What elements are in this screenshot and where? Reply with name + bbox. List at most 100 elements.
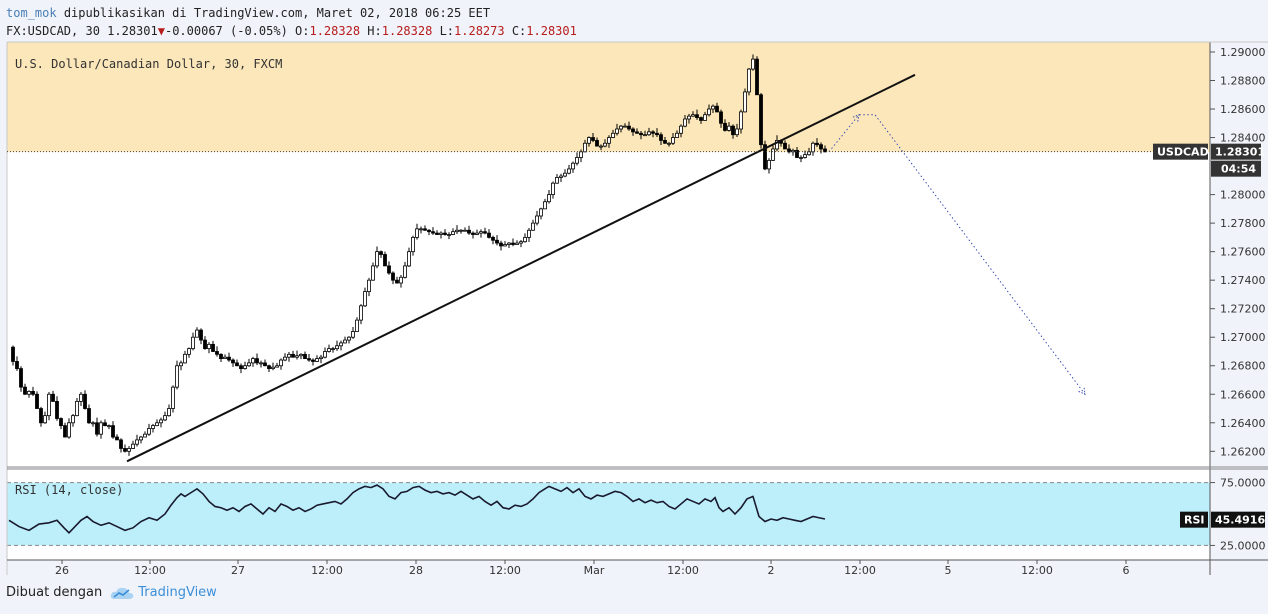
time-tick-label: 12:00	[489, 564, 521, 577]
candle	[163, 411, 167, 422]
candle	[467, 225, 471, 235]
time-tick-label: 28	[409, 564, 423, 577]
candle	[475, 229, 479, 236]
tradingview-brand: TradingView	[138, 585, 217, 600]
rsi-last-tag: RSI 45.4916	[1180, 511, 1265, 528]
candle	[471, 231, 475, 239]
candle	[599, 144, 603, 151]
candle	[743, 88, 747, 113]
candle	[123, 444, 127, 453]
candle	[299, 353, 303, 360]
candle	[235, 359, 239, 367]
candle	[143, 431, 147, 438]
candle	[211, 340, 215, 353]
candle	[567, 164, 571, 175]
candle	[247, 358, 251, 367]
candle	[251, 356, 255, 367]
candle	[623, 123, 627, 128]
candle	[139, 435, 143, 444]
candle	[243, 361, 247, 370]
candle	[283, 353, 287, 362]
candle	[499, 240, 503, 251]
rsi-last-value: 45.4916	[1215, 514, 1265, 527]
candle	[503, 241, 507, 247]
rsi-tick-label: 75.0000	[1220, 477, 1266, 490]
candle	[439, 231, 443, 239]
candle	[683, 115, 687, 128]
symbol-label: FX:USDCAD, 30	[6, 24, 100, 38]
time-tick-label: 26	[55, 564, 69, 577]
candle	[159, 417, 163, 428]
candle	[575, 152, 579, 166]
candle	[403, 261, 407, 279]
candle	[239, 363, 243, 374]
candle	[23, 383, 27, 395]
last-price-tag: USDCAD 1.28301 04:54	[1153, 143, 1265, 177]
price-tick-label: 1.29000	[1220, 46, 1266, 59]
candle	[151, 423, 155, 433]
candle	[595, 137, 599, 147]
time-tick-label: 12:00	[134, 564, 166, 577]
candle	[767, 158, 771, 174]
candle	[379, 250, 383, 258]
candle	[731, 124, 735, 139]
candle	[287, 352, 291, 362]
last-price-value-tag: 1.28301	[1215, 146, 1265, 159]
candle	[63, 422, 67, 438]
candle	[535, 210, 539, 226]
candle	[231, 358, 235, 367]
candle	[111, 421, 115, 439]
candle	[59, 417, 63, 430]
candle	[187, 347, 191, 358]
candle	[71, 413, 75, 427]
publish-header: tom_mok dipublikasikan di TradingView.co…	[6, 6, 490, 20]
candle	[563, 169, 567, 178]
trendline[interactable]	[126, 73, 916, 463]
candle	[91, 421, 95, 427]
tradingview-link[interactable]: TradingView	[110, 585, 217, 600]
rsi-tick-label: 25.0000	[1220, 539, 1266, 552]
candle	[391, 271, 395, 285]
candle	[763, 140, 767, 171]
low-value: 1.28273	[454, 24, 505, 38]
candle	[607, 135, 611, 148]
countdown-tag: 04:54	[1221, 163, 1256, 176]
candle	[719, 109, 723, 128]
candle	[447, 232, 451, 240]
candle	[319, 354, 323, 364]
candle	[707, 104, 711, 117]
candle	[751, 54, 755, 71]
open-label: O:	[295, 24, 310, 38]
candle	[107, 424, 111, 430]
time-tick-label: 12:00	[667, 564, 699, 577]
candle	[583, 139, 587, 153]
close-value: 1.28301	[526, 24, 577, 38]
tradingview-cloud-icon	[111, 587, 134, 599]
candle	[223, 354, 227, 360]
candle	[263, 359, 267, 367]
candle	[219, 353, 223, 363]
rsi-last-label: RSI	[1184, 514, 1205, 527]
candle	[103, 419, 107, 427]
candle	[67, 418, 71, 439]
candle	[147, 423, 151, 436]
candle	[383, 251, 387, 267]
price-tick-label: 1.27400	[1220, 274, 1266, 287]
candle	[75, 397, 79, 417]
author-name[interactable]: tom_mok	[6, 6, 57, 20]
candle	[551, 181, 555, 199]
candle	[799, 155, 803, 163]
candle	[175, 360, 179, 390]
price-tick-label: 1.28600	[1220, 103, 1266, 116]
candle	[315, 355, 319, 363]
candle	[55, 396, 59, 421]
chart-title: U.S. Dollar/Canadian Dollar, 30, FXCM	[15, 57, 282, 71]
candle	[131, 440, 135, 450]
candle	[363, 287, 367, 307]
candle	[119, 438, 123, 453]
candle	[699, 116, 703, 124]
candle	[603, 139, 607, 148]
candle	[671, 132, 675, 145]
candle	[83, 390, 87, 410]
